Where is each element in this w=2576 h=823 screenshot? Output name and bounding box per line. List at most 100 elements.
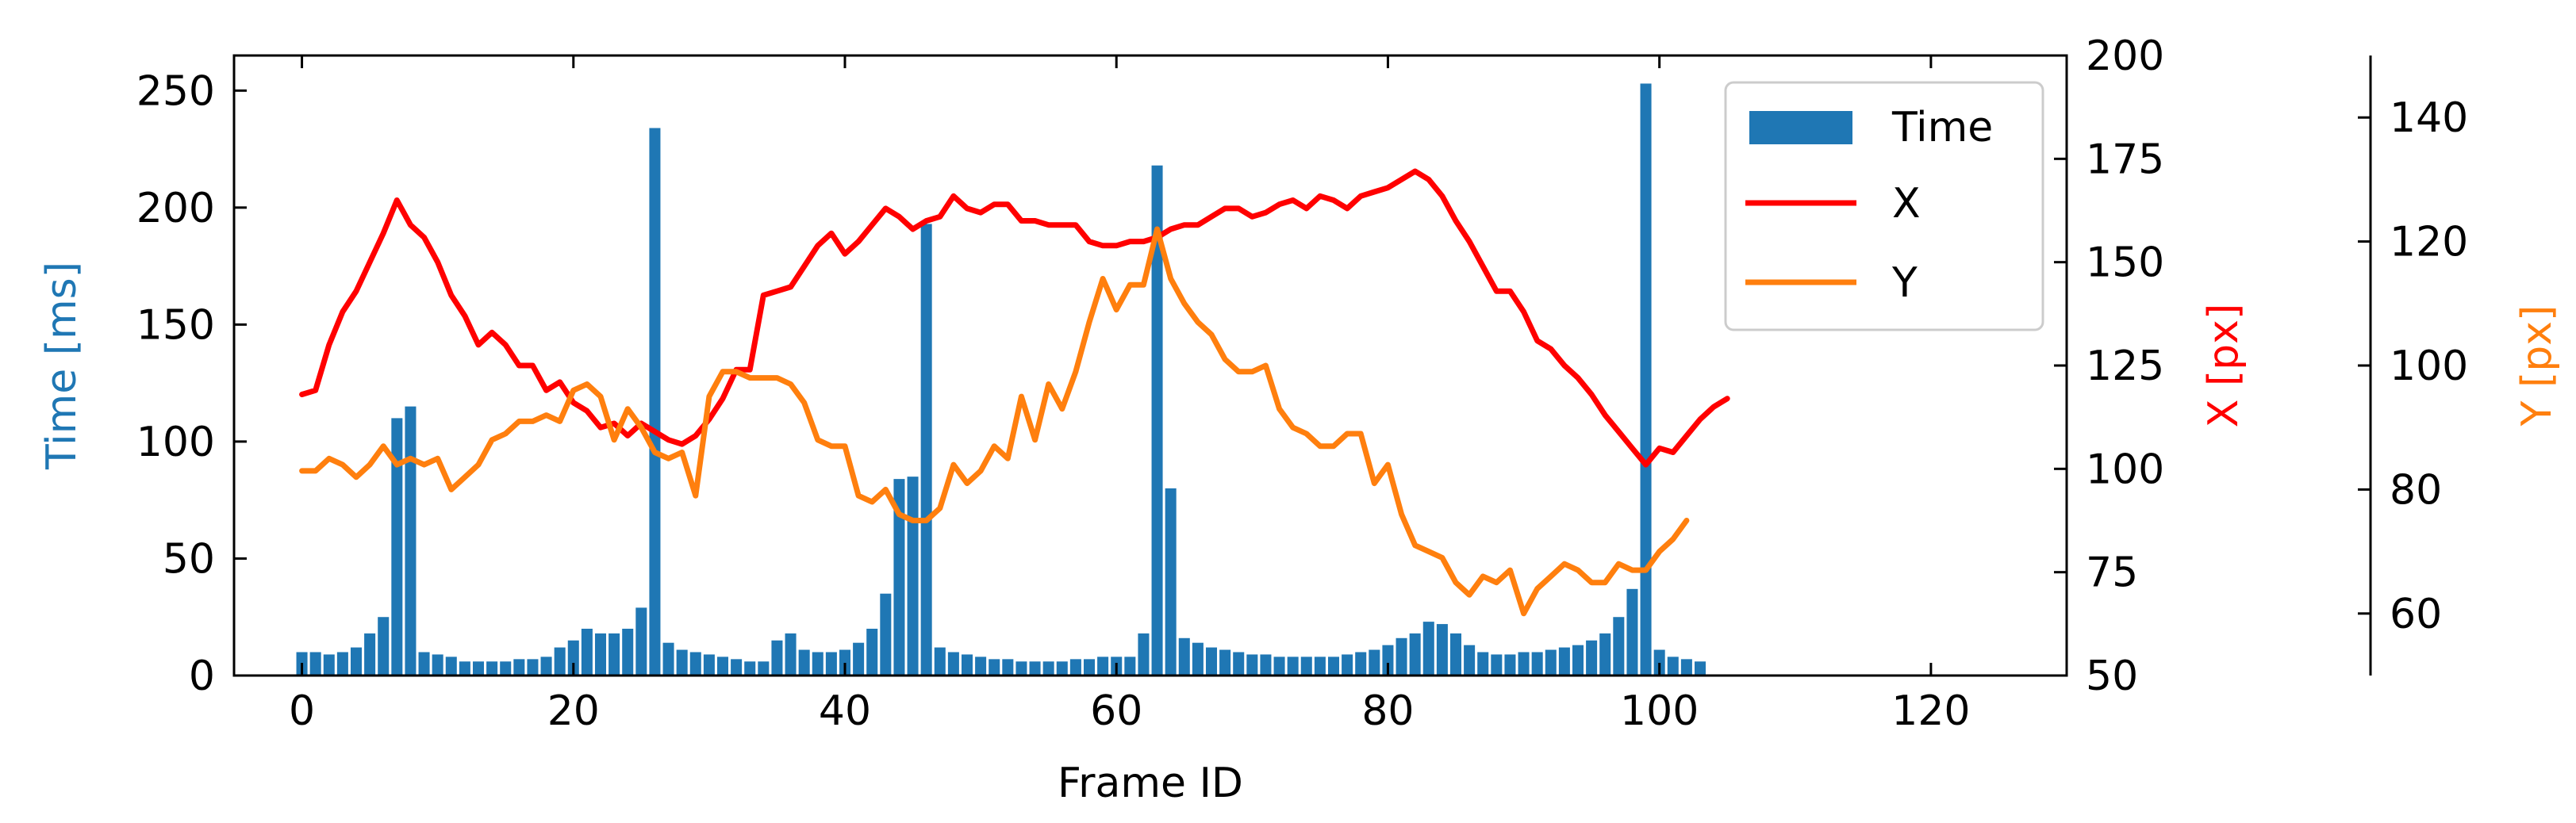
time-bar	[825, 652, 837, 676]
y-px-axis-title: Y [px]	[2513, 305, 2561, 427]
x-px-axis-title: X [px]	[2200, 304, 2248, 428]
x-px-tick-label: 75	[2086, 549, 2138, 597]
x-tick-label: 80	[1361, 687, 1414, 735]
time-bar	[1246, 654, 1258, 676]
time-bar	[785, 633, 797, 676]
x-px-tick-label: 125	[2086, 343, 2164, 390]
time-bar	[758, 661, 770, 676]
time-bar	[418, 652, 430, 676]
time-bar	[1138, 633, 1150, 676]
time-bar	[1586, 640, 1598, 676]
time-tick-label: 150	[136, 301, 215, 349]
x-tick-label: 0	[289, 687, 315, 735]
time-bar	[1097, 656, 1109, 676]
time-bar	[1449, 633, 1462, 676]
time-bar	[703, 654, 715, 676]
time-bar	[1491, 654, 1503, 676]
time-bar	[513, 659, 525, 676]
x-px-tick-label: 150	[2086, 239, 2164, 287]
time-bar	[880, 593, 892, 676]
time-bar	[1436, 624, 1448, 676]
time-tick-label: 100	[136, 419, 215, 466]
time-bar	[1342, 654, 1353, 676]
time-bar	[1151, 165, 1163, 676]
time-bar	[445, 656, 457, 676]
x-axis: 0 20 40 60 80 100 120	[289, 56, 1971, 735]
time-bar	[1395, 637, 1407, 676]
time-bar	[432, 654, 443, 676]
time-bar	[540, 656, 552, 676]
time-bar	[812, 652, 823, 676]
time-bar	[866, 628, 878, 676]
time-bar	[1219, 649, 1231, 676]
time-bar	[1545, 649, 1557, 676]
time-bar	[1192, 642, 1204, 676]
time-bar	[1002, 659, 1014, 676]
x-series-line	[299, 168, 1730, 468]
time-bar	[309, 652, 321, 676]
time-bar	[1287, 656, 1299, 676]
time-bar	[1640, 83, 1652, 676]
x-line-layer	[299, 168, 1730, 468]
time-bar	[716, 656, 729, 676]
time-bar	[1409, 633, 1421, 676]
y-px-tick-label: 80	[2390, 466, 2442, 514]
time-bar	[1599, 633, 1611, 676]
time-bar	[391, 418, 403, 676]
legend-swatch-time	[1749, 111, 1852, 144]
time-bar	[336, 652, 348, 676]
x-tick-label: 20	[547, 687, 600, 735]
time-axis: 0 50 100 150 200 250	[136, 67, 247, 700]
time-bar	[567, 640, 579, 676]
time-bar	[1572, 645, 1584, 676]
y-px-tick-label: 140	[2390, 94, 2468, 142]
time-bar	[472, 661, 485, 676]
time-bar	[989, 659, 1000, 676]
time-bar	[378, 617, 390, 676]
time-bar	[405, 406, 417, 676]
time-bar	[893, 479, 905, 676]
time-bar	[1531, 652, 1543, 676]
time-bar	[323, 654, 335, 676]
x-px-tick-label: 175	[2086, 136, 2164, 183]
time-bar	[500, 661, 512, 676]
time-bar	[1653, 649, 1665, 676]
time-bar	[744, 661, 756, 676]
x-tick-label: 120	[1891, 687, 1970, 735]
time-bar	[934, 647, 946, 676]
time-bar	[1165, 488, 1177, 676]
time-bar	[350, 647, 363, 676]
time-bar	[527, 659, 539, 676]
time-bar	[907, 477, 919, 676]
time-bar	[1029, 661, 1041, 676]
x-tick-label: 40	[819, 687, 871, 735]
legend-label-x: X	[1892, 180, 1921, 228]
time-bar	[662, 642, 674, 676]
time-bar	[1477, 652, 1489, 676]
time-bar	[1300, 656, 1312, 676]
time-bar	[839, 649, 851, 676]
y-line-layer	[299, 226, 1690, 617]
time-bar	[975, 656, 987, 676]
time-axis-title: Time [ms]	[38, 262, 86, 470]
time-bar	[853, 642, 865, 676]
time-bar	[1369, 649, 1380, 676]
time-bar	[1613, 617, 1625, 676]
time-bar	[459, 661, 470, 676]
legend-label-y: Y	[1891, 259, 1918, 307]
time-bar	[1314, 656, 1326, 676]
time-bar	[1042, 661, 1054, 676]
x-tick-label: 60	[1090, 687, 1142, 735]
x-px-tick-label: 200	[2086, 33, 2164, 80]
time-tick-label: 0	[189, 653, 215, 700]
time-bar	[1355, 652, 1367, 676]
time-bar	[1069, 659, 1081, 676]
time-bar	[1205, 647, 1218, 676]
y-px-tick-label: 60	[2390, 591, 2442, 638]
time-bar	[1273, 656, 1285, 676]
time-bars	[296, 83, 1706, 676]
time-bar	[961, 654, 973, 676]
time-bar	[486, 661, 498, 676]
time-bar	[1694, 661, 1706, 676]
time-bar	[920, 224, 932, 676]
